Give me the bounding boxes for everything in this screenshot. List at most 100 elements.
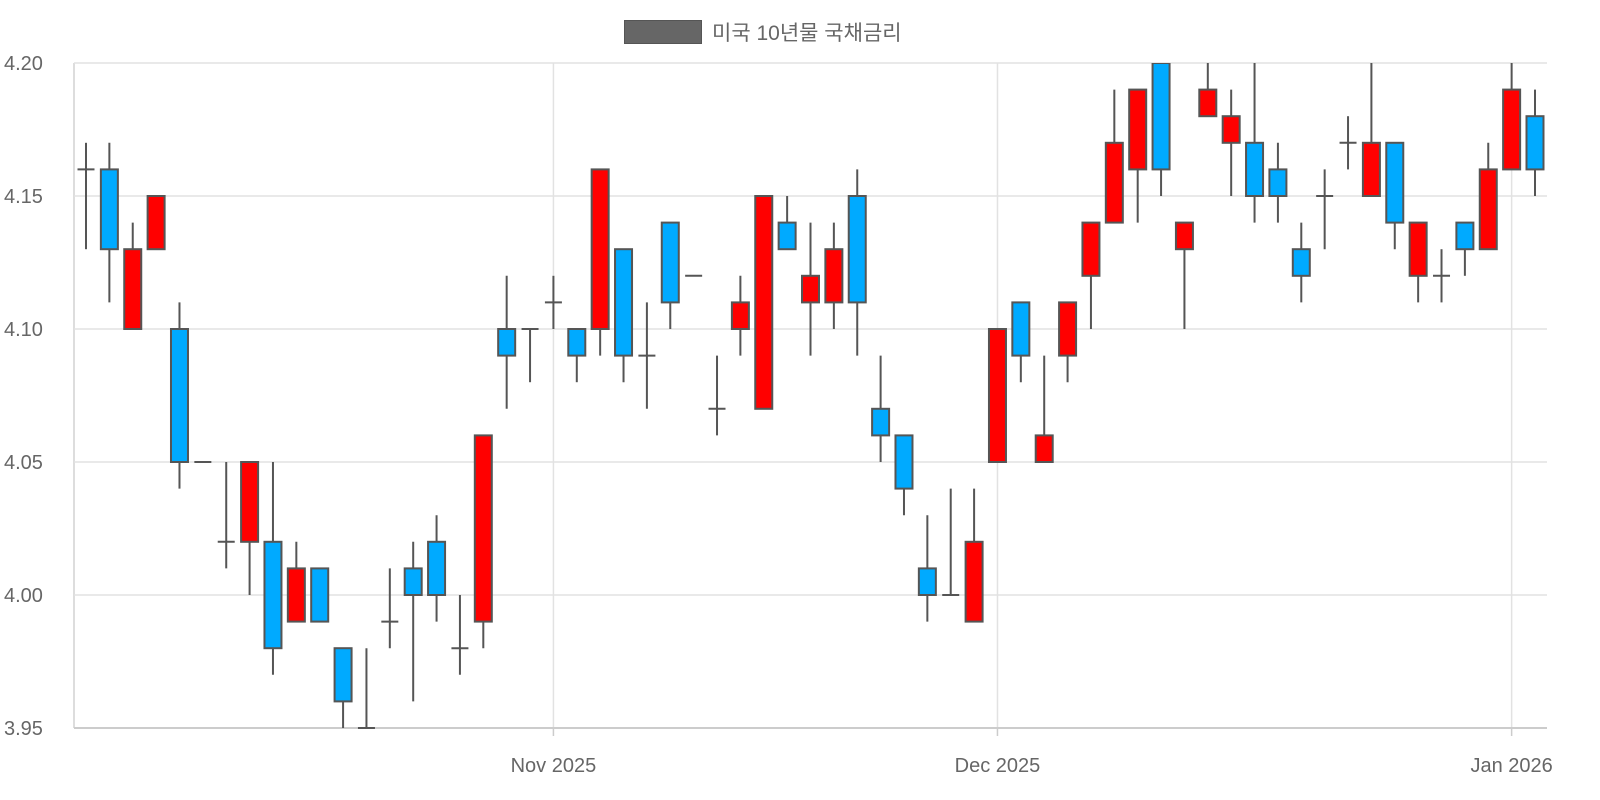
- candle-body: [614, 248, 634, 357]
- candle: [847, 169, 867, 356]
- candle: [1245, 63, 1265, 223]
- candle: [333, 647, 353, 728]
- candle: [123, 222, 143, 330]
- candle-body: [894, 434, 914, 490]
- candle-body: [917, 567, 937, 597]
- candle-body: [660, 221, 680, 304]
- candle-body: [1525, 115, 1545, 171]
- y-tick-label: 4.05: [4, 452, 43, 474]
- candle: [1151, 63, 1171, 196]
- candle: [1361, 63, 1381, 198]
- candle: [987, 328, 1007, 463]
- candle-body: [987, 328, 1007, 463]
- candle: [777, 196, 797, 251]
- candle: [730, 275, 750, 356]
- candle: [240, 461, 260, 595]
- x-axis: Nov 2025 Dec 2025 Jan 2026: [511, 755, 1553, 777]
- candle-body: [754, 195, 774, 410]
- candle-body: [473, 434, 493, 623]
- candle-body: [1104, 141, 1124, 224]
- y-tick-label: 3.95: [4, 718, 43, 740]
- candle: [169, 302, 189, 489]
- candle: [1034, 355, 1054, 463]
- candle-body: [310, 567, 330, 623]
- candle: [1128, 88, 1148, 223]
- candle: [1291, 222, 1311, 303]
- candle-body: [497, 328, 517, 357]
- candle-body: [146, 195, 166, 251]
- candle-body: [1174, 221, 1194, 251]
- candle-body: [824, 248, 844, 304]
- candle: [1316, 169, 1334, 250]
- candles: [77, 63, 1545, 729]
- candle: [1198, 63, 1218, 118]
- candle-body: [1268, 168, 1288, 197]
- candle-body: [801, 274, 820, 304]
- candle-body: [1034, 434, 1054, 463]
- candle: [614, 248, 634, 383]
- candle: [824, 222, 844, 329]
- candle-body: [403, 567, 423, 597]
- candle: [871, 355, 891, 462]
- candle-body: [333, 647, 353, 703]
- candle: [638, 302, 656, 409]
- candle-body: [240, 461, 260, 543]
- legend-swatch: [624, 20, 702, 44]
- candle: [754, 195, 774, 410]
- candle: [1221, 89, 1241, 196]
- candle-body: [1478, 168, 1498, 251]
- candle: [964, 488, 984, 623]
- y-tick-label: 4.00: [4, 585, 43, 607]
- y-tick-label: 4.20: [4, 53, 43, 75]
- candle: [590, 168, 610, 356]
- candle: [473, 434, 493, 649]
- y-tick-label: 4.10: [4, 319, 43, 341]
- candle: [942, 488, 960, 596]
- candle-body: [1455, 221, 1475, 251]
- candle: [1104, 89, 1124, 224]
- candle: [497, 275, 517, 409]
- candle: [567, 328, 587, 383]
- candle-body: [1128, 88, 1148, 171]
- candle-body: [99, 168, 119, 251]
- candle: [1408, 221, 1428, 303]
- candle: [451, 595, 469, 675]
- candle: [310, 567, 330, 623]
- candle-body: [847, 195, 867, 304]
- candle-body: [427, 540, 447, 596]
- grid: [73, 62, 1547, 736]
- candle-body: [1245, 141, 1265, 198]
- candle-body: [286, 567, 306, 623]
- candle-body: [169, 328, 189, 463]
- candle: [77, 142, 95, 250]
- chart-legend: 미국 10년물 국채금리: [624, 17, 902, 47]
- candle-body: [1011, 301, 1031, 357]
- candle: [917, 515, 937, 622]
- y-axis: 3.95 4.00 4.05 4.10 4.15 4.20: [4, 53, 43, 740]
- candle: [544, 275, 562, 329]
- candle: [660, 221, 680, 329]
- candle: [1011, 301, 1031, 383]
- candle: [357, 648, 375, 729]
- candle: [1058, 301, 1078, 383]
- candle: [1385, 141, 1405, 250]
- candle: [427, 515, 447, 622]
- candle-body: [123, 248, 143, 330]
- x-tick-label: Dec 2025: [955, 755, 1041, 777]
- candle: [403, 541, 423, 702]
- candle: [99, 142, 119, 303]
- candle: [1502, 63, 1522, 171]
- candle: [521, 328, 539, 383]
- legend-label: 미국 10년물 국채금리: [712, 22, 902, 45]
- candle: [1174, 221, 1194, 329]
- candle: [1081, 221, 1101, 329]
- candle: [1455, 221, 1475, 276]
- candle: [286, 541, 306, 623]
- candle-body: [263, 540, 283, 650]
- candle: [708, 355, 726, 436]
- candle-body: [871, 407, 891, 437]
- candle-body: [1058, 301, 1078, 357]
- candle: [381, 568, 399, 649]
- candle-body: [730, 301, 750, 330]
- candle: [217, 462, 235, 569]
